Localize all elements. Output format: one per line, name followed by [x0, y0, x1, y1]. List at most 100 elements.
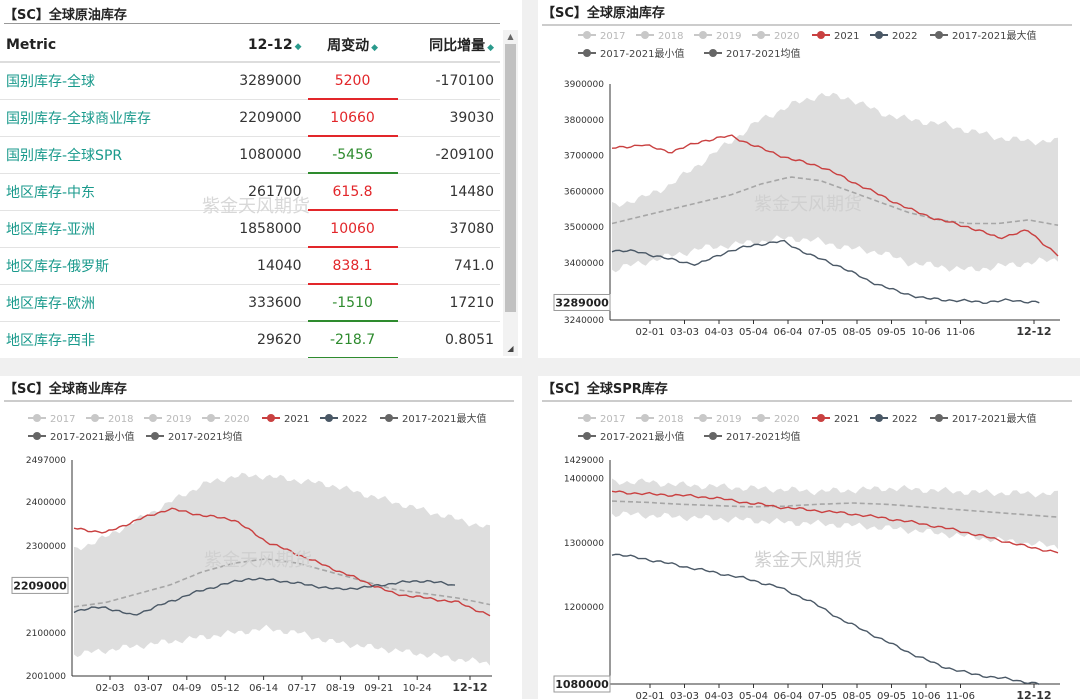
- x-tick-label: 05-04: [739, 327, 768, 338]
- series-2021-line: [73, 507, 491, 617]
- metric-link[interactable]: 地区库存-欧洲: [0, 284, 211, 322]
- metric-link[interactable]: 国别库存-全球SPR: [0, 136, 211, 174]
- col-header-date[interactable]: 12-12 ◆: [210, 28, 308, 63]
- legend-label: 2019: [166, 414, 191, 425]
- legend-item[interactable]: 2022: [870, 414, 917, 425]
- x-tick-label: 02-01: [635, 691, 664, 699]
- legend-item[interactable]: 2017-2021最小值: [28, 430, 135, 443]
- last-value-label: 1080000: [555, 678, 609, 691]
- legend-item[interactable]: 2017-2021均值: [704, 430, 801, 443]
- legend-swatch-dot: [875, 414, 883, 422]
- x-tick-label: 03-03: [670, 691, 699, 699]
- metric-link[interactable]: 地区库存-中东: [0, 173, 211, 211]
- sort-icon[interactable]: ◆: [371, 42, 379, 53]
- inventory-table-panel: 【SC】全球原油库存 Metric 12-12 ◆ 周变动 ◆ 同比增量 ◆ 国别库存…: [0, 0, 522, 358]
- legend-item[interactable]: 2017-2021最大值: [930, 412, 1037, 425]
- table-row[interactable]: 国别库存-全球 3289000 5200 -170100: [0, 62, 500, 100]
- legend-swatch-dot: [875, 31, 883, 39]
- table-row[interactable]: 国别库存-全球SPR 1080000 -5456 -209100: [0, 136, 500, 174]
- table-row[interactable]: 地区库存-中东 261700 615.8 14480: [0, 173, 500, 211]
- metric-link[interactable]: 地区库存-俄罗斯: [0, 247, 211, 285]
- legend-swatch-dot: [583, 432, 591, 440]
- x-tick-label: 02-01: [635, 327, 664, 338]
- x-tick-label: 06-04: [773, 691, 802, 699]
- last-value-box: [553, 675, 611, 693]
- legend-swatch-dot: [817, 31, 825, 39]
- metric-link[interactable]: 国别库存-全球: [0, 62, 211, 100]
- col-header-metric[interactable]: Metric: [0, 28, 211, 63]
- legend-item[interactable]: 2017-2021最小值: [578, 430, 685, 443]
- legend-item[interactable]: 2022: [870, 31, 917, 42]
- legend-item[interactable]: 2018: [86, 414, 133, 425]
- inventory-table: Metric 12-12 ◆ 周变动 ◆ 同比增量 ◆ 国别库存-全球 3289000 5…: [0, 28, 500, 358]
- series-2022-line: [611, 553, 1040, 685]
- table-row[interactable]: 国别库存-全球商业库存 2209000 10660 39030: [0, 99, 500, 137]
- legend-item[interactable]: 2017-2021最大值: [930, 29, 1037, 42]
- col-header-weekly-change[interactable]: 周变动 ◆: [307, 28, 398, 63]
- legend-item[interactable]: 2017: [28, 414, 75, 425]
- legend-label: 2017-2021最大值: [402, 412, 487, 425]
- x-tick-label: 08-05: [842, 327, 871, 338]
- legend-item[interactable]: 2017-2021均值: [704, 47, 801, 60]
- x-tick-label: 08-19: [326, 683, 355, 694]
- chart-global-crude: 【SC】全球原油库存 2017 2018 2019 2020 2021 2022 2017-2…: [542, 5, 1072, 338]
- series-2022-line: [73, 577, 456, 616]
- table-header-row: Metric 12-12 ◆ 周变动 ◆ 同比增量 ◆: [0, 28, 500, 63]
- metric-link[interactable]: 地区库存-亚洲: [0, 210, 211, 248]
- x-tick-label: 10-06: [911, 691, 940, 699]
- legend-item[interactable]: 2018: [636, 414, 683, 425]
- legend-item[interactable]: 2021: [262, 414, 309, 425]
- x-tick-label: 07-17: [287, 683, 316, 694]
- metric-link[interactable]: 国别库存-全球商业库存: [0, 99, 211, 137]
- y-tick-label: 3600000: [564, 187, 604, 197]
- x-tick-label: 05-12: [211, 683, 240, 694]
- legend-item[interactable]: 2021: [812, 31, 859, 42]
- legend-label: 2017: [600, 31, 625, 42]
- legend-item[interactable]: 2021: [812, 414, 859, 425]
- y-tick-label: 2400000: [26, 498, 66, 508]
- legend-item[interactable]: 2017-2021最小值: [578, 47, 685, 60]
- legend-item[interactable]: 2017: [578, 31, 625, 42]
- scroll-up-arrow-icon[interactable]: ▲: [507, 32, 514, 41]
- legend-item[interactable]: 2017: [578, 414, 625, 425]
- legend-item[interactable]: 2020: [752, 414, 799, 425]
- latest-value: 333600: [210, 284, 308, 322]
- legend-item[interactable]: 2017-2021均值: [146, 430, 243, 443]
- legend-item[interactable]: 2020: [752, 31, 799, 42]
- legend-item[interactable]: 2022: [320, 414, 367, 425]
- chart-title: 【SC】全球SPR库存: [542, 381, 668, 397]
- sort-icon[interactable]: ◆: [294, 41, 302, 52]
- weekly-change: 838.1: [307, 247, 398, 285]
- legend-label: 2018: [658, 414, 683, 425]
- legend-swatch-dot: [267, 414, 275, 422]
- sort-icon[interactable]: ◆: [487, 42, 494, 53]
- legend-swatch-dot: [757, 31, 765, 39]
- chart-title: 【SC】全球商业库存: [4, 381, 127, 397]
- x-tick-label: 12-12: [1016, 325, 1051, 338]
- table-row[interactable]: 地区库存-西非 29620 -218.7 0.8051: [0, 321, 500, 358]
- legend-item[interactable]: 2020: [202, 414, 249, 425]
- col-header-yoy[interactable]: 同比增量 ◆: [397, 28, 500, 63]
- legend-item[interactable]: 2017-2021最大值: [380, 412, 487, 425]
- table-panel-title: 【SC】全球原油库存: [4, 8, 127, 23]
- legend-swatch-dot: [699, 414, 707, 422]
- scroll-down-arrow-icon[interactable]: ◢: [507, 344, 514, 353]
- title-divider: [4, 23, 500, 24]
- chart-title: 【SC】全球原油库存: [542, 5, 665, 21]
- legend-item[interactable]: 2019: [694, 414, 741, 425]
- table-row[interactable]: 地区库存-俄罗斯 14040 838.1 741.0: [0, 247, 500, 285]
- legend-label: 2018: [108, 414, 133, 425]
- y-tick-label: 1200000: [564, 603, 604, 613]
- scrollbar-thumb[interactable]: [505, 44, 516, 312]
- metric-link[interactable]: 地区库存-西非: [0, 321, 211, 358]
- legend-item[interactable]: 2019: [144, 414, 191, 425]
- legend-item[interactable]: 2018: [636, 31, 683, 42]
- legend-label: 2021: [834, 414, 859, 425]
- table-row[interactable]: 地区库存-亚洲 1858000 10060 37080: [0, 210, 500, 248]
- table-row[interactable]: 地区库存-欧洲 333600 -1510 17210: [0, 284, 500, 322]
- mean-line: [611, 176, 1059, 226]
- latest-value: 29620: [210, 321, 308, 358]
- x-tick-label: 05-04: [739, 691, 768, 699]
- legend-label: 2019: [716, 414, 741, 425]
- legend-item[interactable]: 2019: [694, 31, 741, 42]
